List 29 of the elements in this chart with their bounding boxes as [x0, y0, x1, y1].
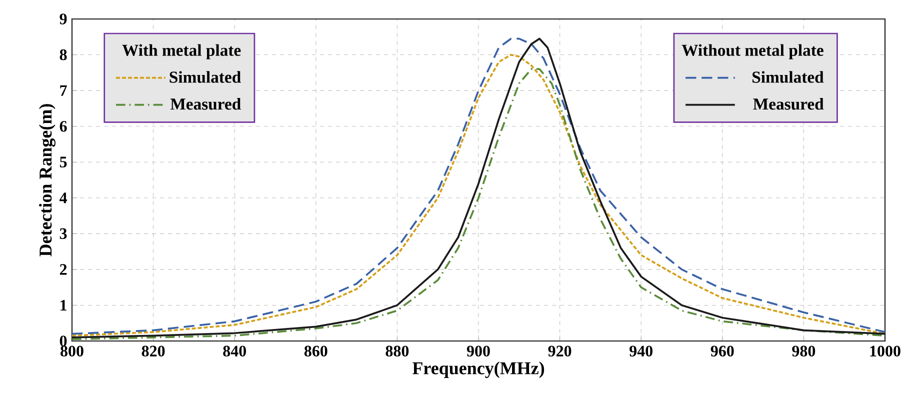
- y-tick-label: 0: [60, 336, 67, 346]
- x-tick-label: 800: [60, 346, 84, 356]
- y-tick-label: 3: [60, 228, 67, 240]
- y-tick-label: 9: [60, 14, 67, 24]
- x-tick-label: 860: [304, 346, 328, 356]
- x-tick-label: 980: [792, 346, 816, 356]
- x-tick-label: 1000: [870, 346, 900, 356]
- x-tick-label: 820: [142, 346, 165, 356]
- annotation: With metal plate: [122, 44, 241, 60]
- x-tick-label: 940: [630, 346, 652, 356]
- y-tick-label: 2: [60, 264, 67, 275]
- y-tick-label: 7: [60, 85, 67, 96]
- x-tick-label: 960: [710, 346, 734, 356]
- annotation: Without metal plate: [682, 44, 824, 60]
- x-tick-label: 900: [466, 346, 490, 356]
- x-axis-title: Frequency(MHz): [412, 362, 544, 378]
- legend-label: Simulated: [170, 71, 241, 83]
- y-tick-label: 5: [60, 156, 67, 168]
- x-tick-label: 920: [548, 346, 572, 356]
- y-axis-title: Detection Range(m): [39, 104, 56, 256]
- legend-label: Simulated: [752, 71, 824, 83]
- y-tick-label: 1: [60, 300, 66, 311]
- y-tick-label: 6: [60, 120, 67, 132]
- y-tick-label: 8: [60, 49, 67, 60]
- legend-label: Measured: [753, 98, 824, 110]
- x-tick-label: 880: [386, 346, 409, 356]
- legend-label: Measured: [170, 98, 241, 110]
- x-tick-label: 840: [223, 346, 246, 356]
- y-tick-label: 4: [60, 192, 67, 204]
